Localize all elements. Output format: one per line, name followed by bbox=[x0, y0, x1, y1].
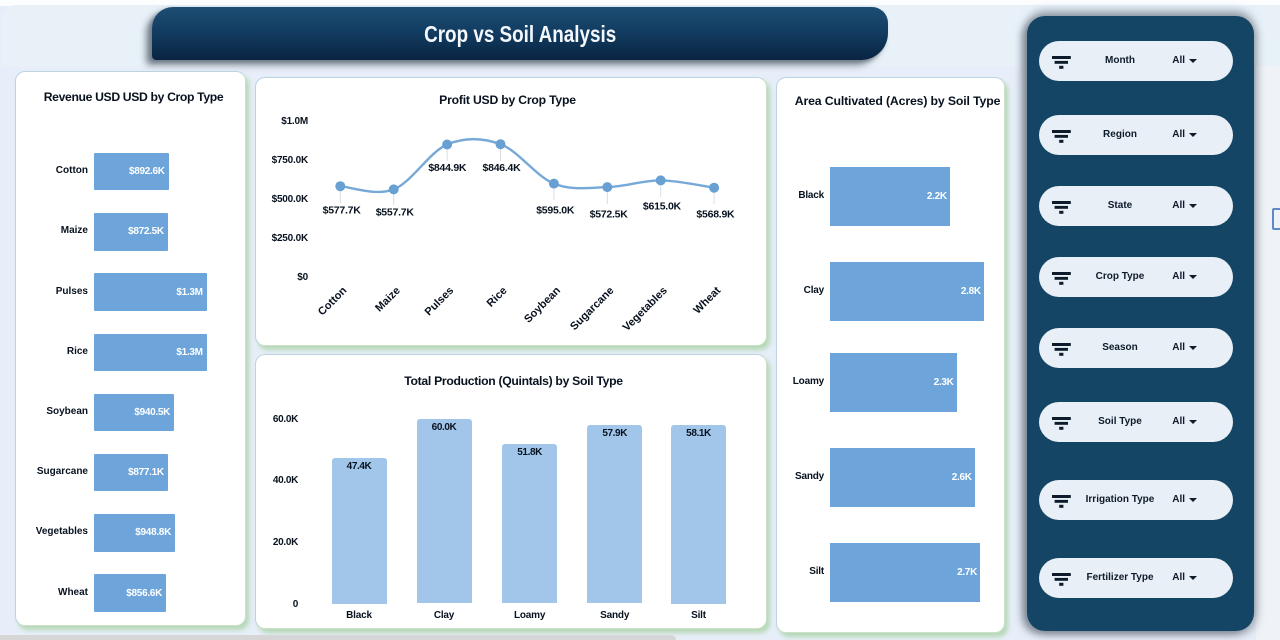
svg-text:Vegetables: Vegetables bbox=[621, 285, 670, 334]
svg-text:Soybean: Soybean bbox=[522, 284, 563, 325]
svg-text:Sugarcane: Sugarcane bbox=[568, 285, 616, 333]
svg-text:$557.7K: $557.7K bbox=[376, 206, 415, 218]
svg-text:$1.0M: $1.0M bbox=[281, 116, 308, 127]
svg-text:$500.0K: $500.0K bbox=[272, 194, 309, 205]
svg-text:Maize: Maize bbox=[373, 285, 403, 315]
svg-text:$750.0K: $750.0K bbox=[272, 155, 309, 166]
svg-text:$568.9K: $568.9K bbox=[696, 208, 735, 220]
svg-text:$250.0K: $250.0K bbox=[272, 233, 309, 244]
svg-text:Rice: Rice bbox=[485, 285, 510, 310]
svg-text:Pulses: Pulses bbox=[423, 285, 457, 319]
svg-text:Wheat: Wheat bbox=[691, 284, 723, 316]
svg-text:$572.5K: $572.5K bbox=[590, 208, 629, 220]
svg-text:$844.9K: $844.9K bbox=[428, 162, 467, 174]
svg-text:Cotton: Cotton bbox=[316, 284, 350, 318]
svg-text:$577.7K: $577.7K bbox=[323, 204, 362, 216]
svg-text:$615.0K: $615.0K bbox=[643, 200, 682, 212]
svg-text:$846.4K: $846.4K bbox=[483, 162, 522, 174]
svg-text:$595.0K: $595.0K bbox=[536, 204, 575, 216]
svg-text:$0: $0 bbox=[297, 272, 308, 283]
